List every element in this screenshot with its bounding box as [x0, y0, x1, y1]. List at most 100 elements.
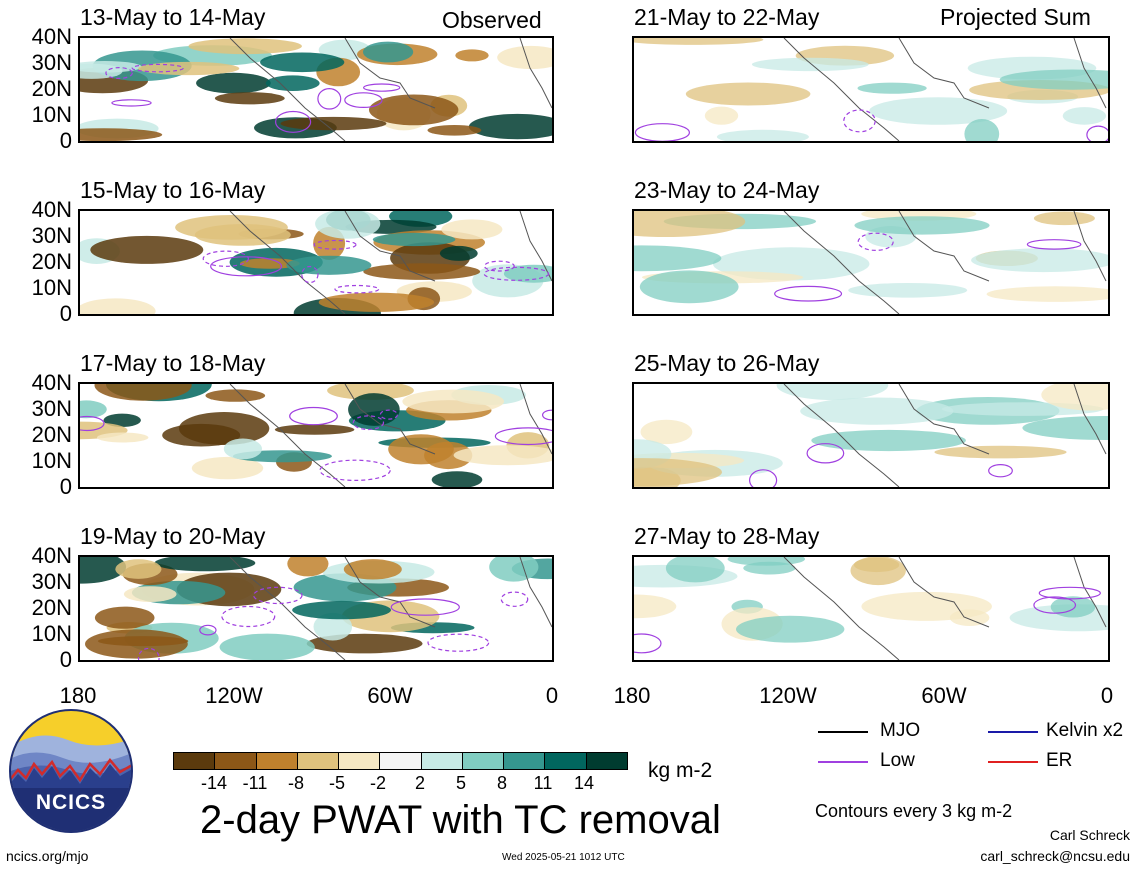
observed-column-label: Observed [442, 7, 542, 33]
pwat-anomaly-patch [214, 92, 285, 105]
author-email[interactable]: carl_schreck@ncsu.edu [980, 848, 1130, 864]
lat-label: 10N [31, 621, 72, 646]
pwat-anomaly-patch [372, 232, 456, 247]
pwat-anomaly-patch [313, 612, 353, 641]
low-contour [111, 99, 152, 107]
panel-title: 27-May to 28-May [634, 523, 820, 549]
pwat-anomaly-patch [1062, 107, 1107, 125]
pwat-anomaly-patch [685, 82, 811, 106]
lat-label: 40N [31, 370, 72, 395]
colorbar-swatch [585, 752, 628, 770]
pwat-anomaly-patch [343, 559, 402, 580]
pwat-anomaly-patch [327, 384, 414, 400]
pwat-anomaly-patch [154, 557, 256, 572]
panel-title: 17-May to 18-May [80, 350, 266, 376]
projected-column-label: Projected Sum [940, 4, 1091, 30]
pwat-anomaly-patch [191, 456, 264, 480]
pwat-anomaly-patch [286, 255, 372, 275]
low-contour [1026, 239, 1082, 250]
pwat-anomaly-patch [869, 97, 1008, 125]
lat-label: 30N [31, 50, 72, 75]
low-contour [313, 239, 357, 250]
colorbar-swatch [461, 752, 505, 770]
low-contour [1033, 596, 1077, 614]
pwat-anomaly-patch [260, 52, 345, 73]
coastline [229, 38, 552, 141]
pwat-anomaly-patch [348, 393, 400, 426]
pwat-anomaly-patch [986, 286, 1108, 302]
lon-label: 60W [367, 683, 413, 708]
low-contour [137, 647, 160, 660]
low-contour [289, 406, 338, 426]
pwat-anomaly-patch [704, 106, 739, 125]
pwat-anomaly-patch [123, 586, 177, 602]
pwat-anomaly-patch [402, 389, 505, 414]
map-panel-observed-2 [78, 209, 554, 316]
pwat-anomaly-patch [634, 245, 722, 272]
pwat-anomaly-patch [640, 419, 693, 445]
pwat-anomaly-patch [861, 591, 992, 621]
lon-label: 120W [205, 683, 263, 708]
kelvin-legend-line [988, 731, 1038, 733]
low-contour [344, 92, 383, 108]
low-contour [1038, 586, 1101, 600]
low-contour [275, 110, 312, 133]
pwat-anomaly-patch [848, 283, 968, 298]
lat-label: 20N [31, 249, 72, 274]
pwat-anomaly-patch [1041, 384, 1108, 411]
pwat-anomaly-patch [776, 384, 889, 400]
colorbar-tick-label: 8 [496, 773, 507, 793]
pwat-anomaly-patch [369, 94, 459, 126]
ncics-logo-graphic [9, 709, 133, 833]
pwat-anomaly-patch [431, 471, 483, 487]
panel-title: 15-May to 16-May [80, 177, 266, 203]
pwat-anomaly-patch [639, 270, 739, 304]
pwat-anomaly-patch [743, 561, 796, 575]
lat-label: 40N [31, 197, 72, 222]
coastline [783, 211, 1107, 314]
pwat-anomaly-patch [857, 82, 927, 94]
colorbar-unit: kg m-2 [648, 759, 713, 782]
pwat-anomaly-patch [453, 445, 552, 466]
er-legend-line [988, 761, 1038, 763]
colorbar-swatch [173, 752, 216, 770]
pwat-anomaly-patch [318, 292, 435, 312]
colorbar-tick-label: -2 [369, 773, 386, 793]
colorbar-swatch [296, 752, 340, 770]
pwat-anomaly-patch [497, 45, 552, 70]
kelvin-legend-label: Kelvin x2 [1046, 720, 1124, 741]
colorbar-tick-label: -11 [242, 773, 268, 793]
map-panel-projected-3 [632, 382, 1110, 489]
pwat-anomaly-patch [634, 211, 746, 237]
pwat-anomaly-patch [138, 61, 240, 76]
low-contour [390, 598, 460, 616]
ncics-logo-text: NCICS [35, 791, 107, 814]
low-contour [806, 443, 845, 464]
lat-label: 20N [31, 595, 72, 620]
pwat-anomaly-patch [1050, 596, 1096, 618]
lon-label: 60W [921, 683, 967, 708]
site-link[interactable]: ncics.org/mjo [6, 848, 89, 864]
low-contour [634, 633, 662, 654]
panel-title: 23-May to 24-May [634, 177, 820, 203]
pwat-anomaly-patch [854, 216, 990, 235]
map-panel-observed-4 [78, 555, 554, 662]
lon-label: 180 [59, 683, 97, 708]
low-contour [199, 624, 217, 636]
lon-label: 180 [613, 683, 651, 708]
low-legend-line [818, 761, 868, 763]
lon-label: 120W [759, 683, 817, 708]
pwat-anomaly-patch [80, 61, 142, 73]
low-contour [494, 427, 552, 446]
low-contour [483, 266, 550, 281]
panel-title: 19-May to 20-May [80, 523, 266, 549]
panel-title: 21-May to 22-May [634, 4, 820, 30]
colorbar-tick-label: -14 [200, 773, 227, 793]
pwat-anomaly-patch [800, 397, 954, 425]
colorbar-tick-label: 2 [414, 773, 425, 793]
pwat-anomaly-patch [265, 75, 320, 91]
coastline [229, 384, 552, 487]
low-contour [483, 260, 515, 272]
lat-label: 20N [31, 422, 72, 447]
pwat-anomaly-patch [280, 116, 387, 131]
